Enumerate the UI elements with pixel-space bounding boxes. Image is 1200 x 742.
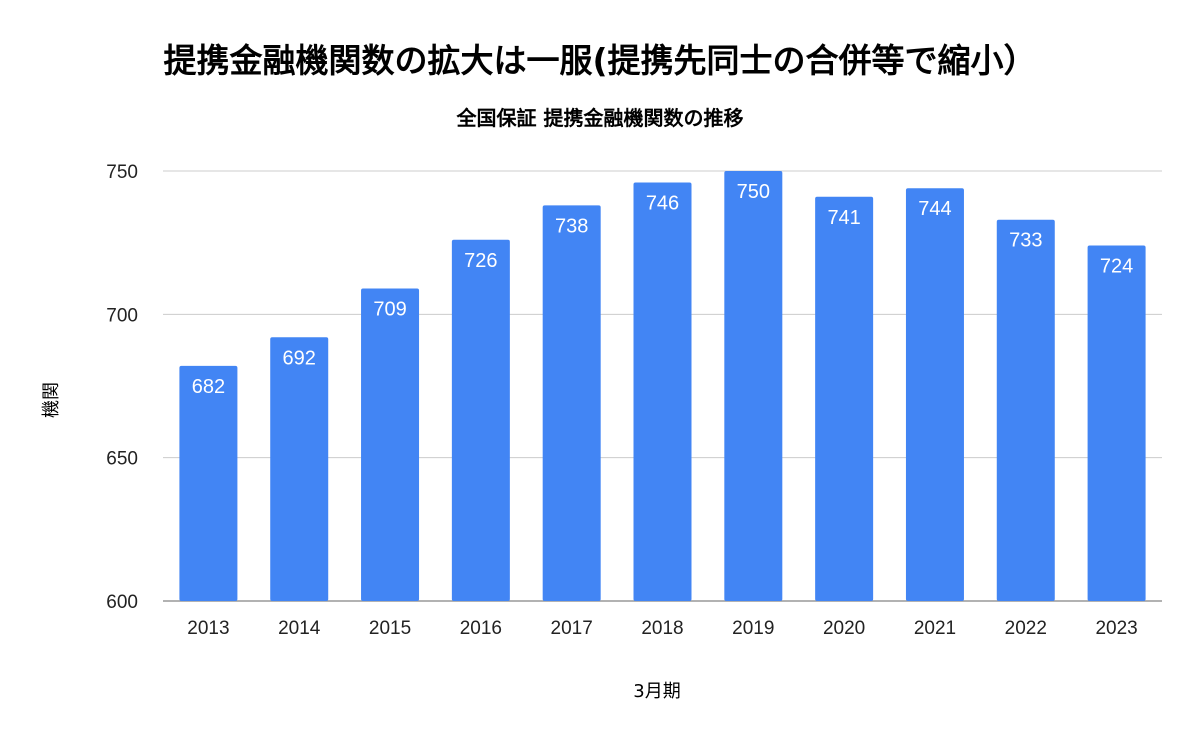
data-label-2015: 709 — [373, 299, 406, 321]
y-axis-ticks: 600 650 700 750 — [106, 162, 138, 613]
y-tick-label: 650 — [106, 449, 138, 470]
data-label-2023: 724 — [1100, 256, 1133, 278]
bars: 682 692 709 726 738 746 750 741 744 733 724 — [179, 171, 1146, 602]
x-axis-ticks: 2013 2014 2015 2016 2017 2018 2019 2020 2021 2022… — [187, 618, 1137, 639]
x-tick-label: 2013 — [187, 618, 229, 639]
x-tick-label: 2014 — [278, 618, 321, 639]
data-label-2018: 746 — [646, 192, 679, 214]
x-axis-title: 3月期 — [633, 681, 680, 702]
data-label-2020: 741 — [827, 207, 860, 229]
data-label-2022: 733 — [1009, 230, 1042, 252]
bar-2013 — [179, 365, 238, 601]
y-tick-label: 600 — [106, 592, 138, 613]
bar-2022 — [996, 219, 1055, 601]
y-tick-label: 700 — [106, 305, 138, 326]
x-tick-label: 2017 — [551, 618, 593, 639]
x-tick-label: 2019 — [732, 618, 774, 639]
x-tick-label: 2020 — [823, 618, 865, 639]
bar-2017 — [542, 205, 601, 601]
bar-2018 — [633, 182, 692, 601]
bar-2023 — [1087, 245, 1146, 602]
y-axis-title: 機関 — [41, 382, 62, 418]
bar-2016 — [451, 239, 510, 602]
bar-2015 — [361, 288, 420, 601]
data-label-2016: 726 — [464, 250, 497, 272]
data-label-2017: 738 — [555, 215, 588, 237]
x-tick-label: 2018 — [641, 618, 683, 639]
x-tick-label: 2015 — [369, 618, 411, 639]
data-label-2014: 692 — [283, 347, 316, 369]
data-label-2019: 750 — [737, 181, 770, 203]
bar-2021 — [905, 188, 964, 601]
x-tick-label: 2016 — [460, 618, 502, 639]
chart-title: 提携金融機関数の拡大は一服(提携先同士の合併等で縮小） — [163, 41, 1037, 80]
data-label-2013: 682 — [192, 376, 225, 398]
bar-2014 — [270, 337, 329, 601]
bar-2019 — [724, 171, 783, 601]
chart-subtitle: 全国保証 提携金融機関数の推移 — [456, 106, 744, 130]
data-label-2021: 744 — [918, 198, 951, 220]
x-tick-label: 2021 — [914, 618, 956, 639]
x-tick-label: 2023 — [1095, 618, 1137, 639]
x-tick-label: 2022 — [1005, 618, 1047, 639]
bar-2020 — [815, 196, 874, 602]
y-tick-label: 750 — [106, 162, 138, 183]
